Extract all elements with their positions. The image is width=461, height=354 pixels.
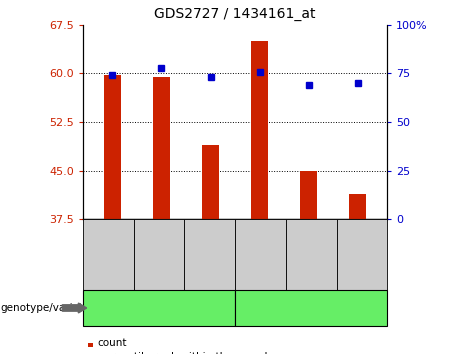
- Text: GSM173005: GSM173005: [104, 229, 113, 280]
- Bar: [153, 77, 170, 219]
- Bar: [104, 75, 121, 219]
- Text: GSM173008: GSM173008: [256, 229, 265, 280]
- Text: percentile rank within the sample: percentile rank within the sample: [98, 352, 274, 354]
- Bar: [251, 41, 268, 219]
- Text: GSM173010: GSM173010: [357, 229, 366, 280]
- Text: ERRalpha null mutant: ERRalpha null mutant: [254, 303, 368, 313]
- Bar: [300, 171, 317, 219]
- Bar: [202, 145, 219, 219]
- Text: count: count: [98, 338, 127, 348]
- Text: GSM173006: GSM173006: [154, 229, 164, 280]
- Title: GDS2727 / 1434161_at: GDS2727 / 1434161_at: [154, 7, 316, 21]
- Text: genotype/variation: genotype/variation: [0, 303, 99, 313]
- Text: GSM173009: GSM173009: [307, 229, 316, 280]
- Text: GSM173007: GSM173007: [205, 229, 214, 280]
- Text: wild type: wild type: [135, 303, 183, 313]
- Bar: [349, 194, 366, 219]
